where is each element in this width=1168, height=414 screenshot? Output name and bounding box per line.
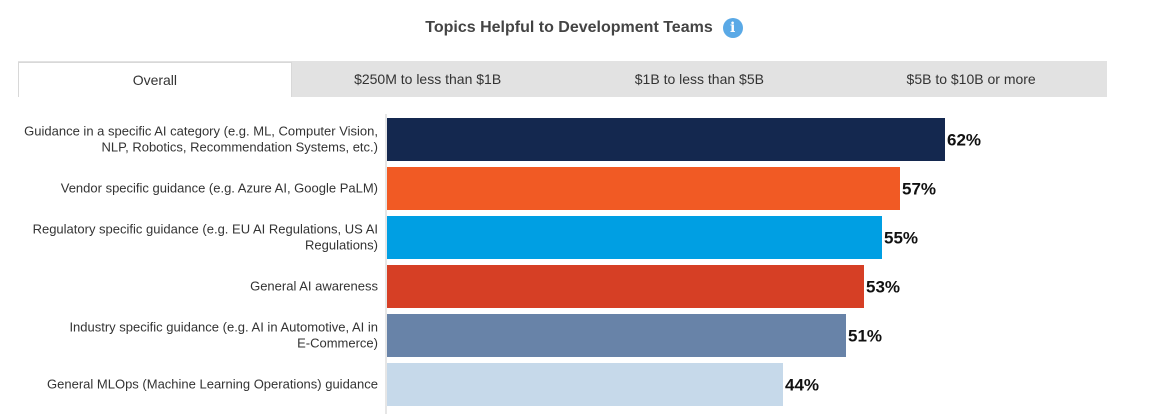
value-label-5: 44% xyxy=(785,376,819,395)
category-label-5: General MLOps (Machine Learning Operatio… xyxy=(47,377,378,392)
chart-header: Topics Helpful to Development Teams i xyxy=(0,18,1168,38)
info-icon[interactable]: i xyxy=(722,18,743,38)
bar-2[interactable] xyxy=(387,216,882,259)
category-label-3: General AI awareness xyxy=(250,279,378,294)
bar-3[interactable] xyxy=(387,265,864,308)
category-label-1: Vendor specific guidance (e.g. Azure AI,… xyxy=(61,181,378,196)
bar-5[interactable] xyxy=(387,363,783,406)
segment-tabs: Overall $250M to less than $1B $1B to le… xyxy=(18,61,1107,97)
tab-1b-to-5b[interactable]: $1B to less than $5B xyxy=(634,71,764,87)
category-label-2: Regulatory specific guidance (e.g. EU AI… xyxy=(33,222,378,253)
value-label-1: 57% xyxy=(902,180,936,199)
category-label-0: Guidance in a specific AI category (e.g.… xyxy=(24,124,378,155)
tab-250m-to-1b[interactable]: $250M to less than $1B xyxy=(354,71,502,87)
tab-5b-to-10b-or-more[interactable]: $5B to $10B or more xyxy=(906,71,1036,87)
value-label-4: 51% xyxy=(848,327,882,346)
bar-4[interactable] xyxy=(387,314,846,357)
tab-overall[interactable]: Overall xyxy=(18,62,292,97)
bar-1[interactable] xyxy=(387,167,900,210)
value-label-2: 55% xyxy=(884,229,918,248)
category-label-4: Industry specific guidance (e.g. AI in A… xyxy=(69,320,378,351)
bar-0[interactable] xyxy=(387,118,945,161)
value-label-0: 62% xyxy=(947,131,981,150)
value-label-3: 53% xyxy=(866,278,900,297)
chart-title: Topics Helpful to Development Teams xyxy=(425,19,713,36)
